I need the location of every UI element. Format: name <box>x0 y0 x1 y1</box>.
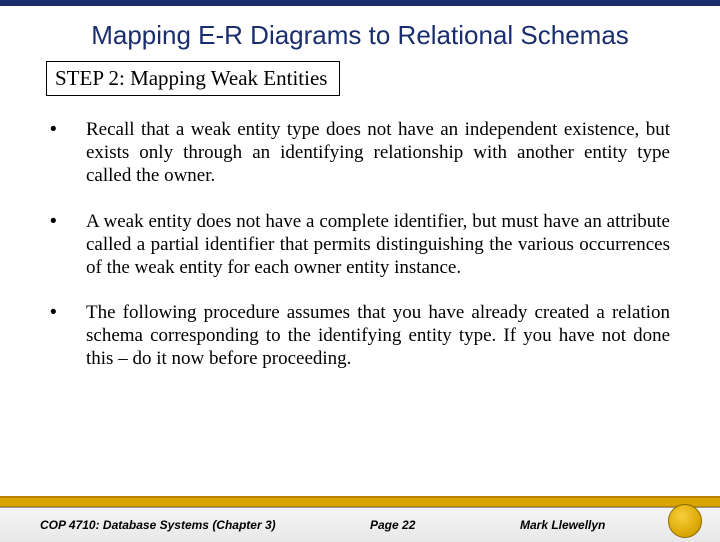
content-area: • Recall that a weak entity type does no… <box>50 118 670 371</box>
slide-title: Mapping E-R Diagrams to Relational Schem… <box>20 20 700 51</box>
bullet-text: Recall that a weak entity type does not … <box>86 118 670 188</box>
slide: Mapping E-R Diagrams to Relational Schem… <box>0 0 720 540</box>
footer: COP 4710: Database Systems (Chapter 3) P… <box>0 496 720 540</box>
bullet-text: The following procedure assumes that you… <box>86 301 670 371</box>
step-box: STEP 2: Mapping Weak Entities <box>46 61 340 96</box>
footer-bar: COP 4710: Database Systems (Chapter 3) P… <box>0 507 720 542</box>
bullet-item: • Recall that a weak entity type does no… <box>50 118 670 188</box>
footer-page: Page 22 <box>370 518 415 532</box>
bullet-item: • A weak entity does not have a complete… <box>50 210 670 280</box>
bullet-item: • The following procedure assumes that y… <box>50 301 670 371</box>
bullet-text: A weak entity does not have a complete i… <box>86 210 670 280</box>
bullet-marker: • <box>50 118 86 188</box>
bullet-marker: • <box>50 210 86 280</box>
footer-accent-bar <box>0 496 720 507</box>
ucf-logo-icon <box>668 504 702 538</box>
footer-author: Mark Llewellyn <box>520 518 605 532</box>
bullet-marker: • <box>50 301 86 371</box>
top-accent-bar <box>0 0 720 6</box>
footer-course: COP 4710: Database Systems (Chapter 3) <box>40 518 340 532</box>
bullet-list: • Recall that a weak entity type does no… <box>50 118 670 371</box>
